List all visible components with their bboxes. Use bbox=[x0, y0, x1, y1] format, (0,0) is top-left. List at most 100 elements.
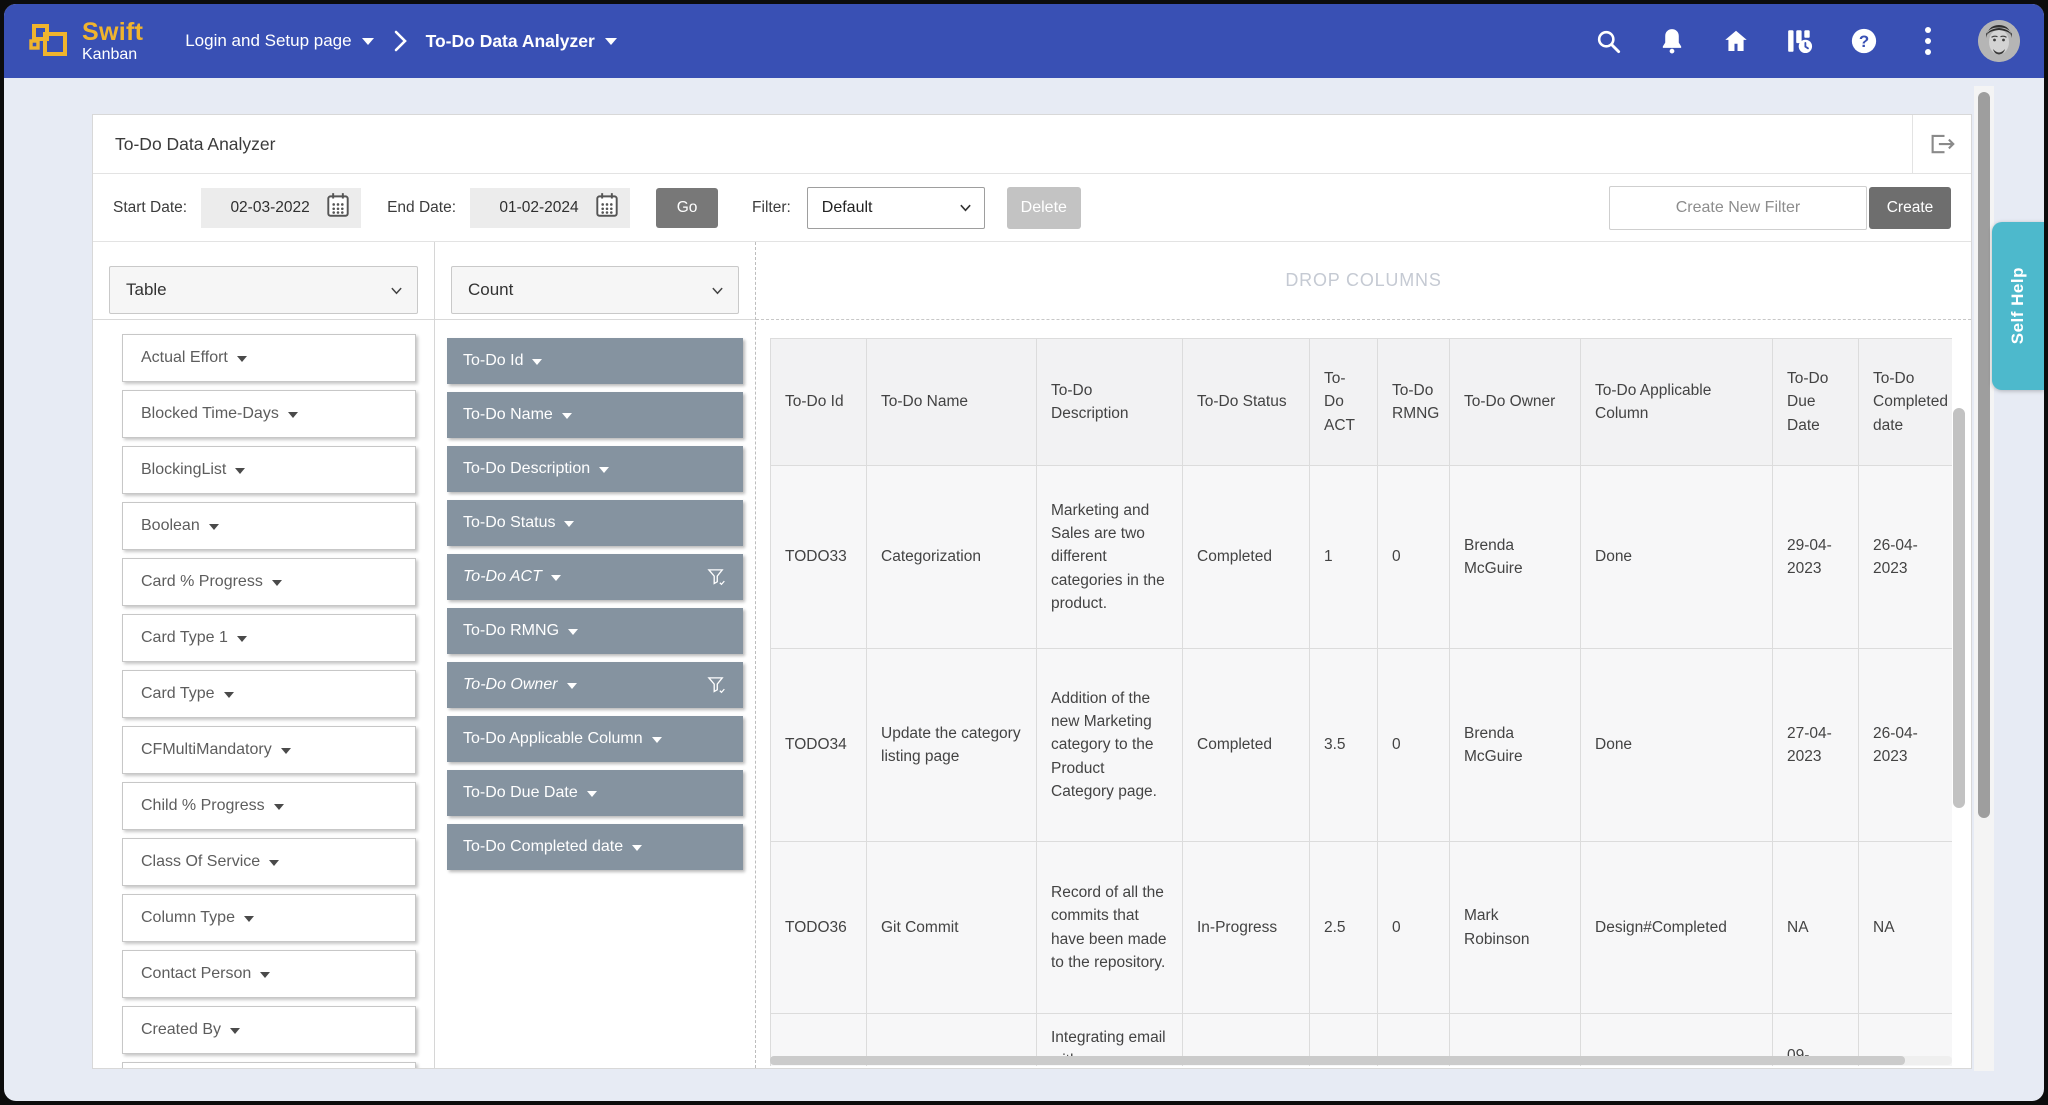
column-chip-todo-name[interactable]: To-Do Name bbox=[447, 392, 743, 438]
field-chip-blocked-time-days[interactable]: Blocked Time-Days bbox=[122, 390, 416, 438]
field-chip-card-type[interactable]: Card Type bbox=[122, 670, 416, 718]
cell-todo-applicable-column: Done bbox=[1580, 465, 1773, 649]
field-chip-card-type-1[interactable]: Card Type 1 bbox=[122, 614, 416, 662]
breadcrumb-item-todo-data-analyzer[interactable]: To-Do Data Analyzer bbox=[426, 31, 617, 52]
chevron-down-icon bbox=[235, 468, 246, 474]
calendar-icon[interactable] bbox=[325, 191, 351, 224]
self-help-tab[interactable]: Self Help bbox=[1992, 222, 2044, 390]
chevron-down-icon bbox=[271, 580, 282, 586]
chevron-down-icon bbox=[561, 413, 572, 419]
column-chip-todo-act[interactable]: To-Do ACT bbox=[447, 554, 743, 600]
create-filter-button[interactable]: Create bbox=[1869, 186, 1951, 229]
field-list: Actual Effort Blocked Time-Days Blocking… bbox=[93, 320, 434, 1068]
aggregation-select[interactable]: Count bbox=[451, 266, 739, 314]
end-date-input[interactable]: 01-02-2024 bbox=[470, 187, 631, 228]
breadcrumb-item-login-setup[interactable]: Login and Setup page bbox=[185, 31, 374, 51]
column-header: To-Do ACT bbox=[1309, 338, 1378, 466]
start-date-label: Start Date: bbox=[113, 198, 188, 216]
chevron-down-icon bbox=[273, 804, 284, 810]
top-navigation-bar: Swift Kanban Login and Setup page To-Do … bbox=[4, 4, 2044, 78]
chevron-down-icon bbox=[550, 575, 561, 581]
cell-todo-description: Marketing and Sales are two different ca… bbox=[1036, 465, 1183, 649]
field-chip-card-progress[interactable]: Card % Progress bbox=[122, 558, 416, 606]
column-chip-todo-id[interactable]: To-Do Id bbox=[447, 338, 743, 384]
cell-todo-completed-date: 26-04-2023 bbox=[1858, 648, 1952, 842]
table-vertical-scrollbar[interactable] bbox=[1953, 408, 1965, 838]
column-header: To-Do Description bbox=[1036, 338, 1183, 466]
cell-todo-applicable-column: Done bbox=[1580, 648, 1773, 842]
field-chip-column-type[interactable]: Column Type bbox=[122, 894, 416, 942]
chevron-down-icon bbox=[230, 1028, 241, 1034]
create-new-filter-input[interactable] bbox=[1609, 185, 1867, 230]
chevron-down-icon bbox=[604, 37, 617, 45]
field-chip-cfmultimandatory[interactable]: CFMultiMandatory bbox=[122, 726, 416, 774]
scrollbar-thumb[interactable] bbox=[1978, 92, 1990, 818]
cell-todo-applicable-column: Design#Completed bbox=[1580, 841, 1773, 1014]
cell-todo-rmng: 0 bbox=[1377, 648, 1450, 842]
column-chip-todo-owner[interactable]: To-Do Owner bbox=[447, 662, 743, 708]
analyzer-panel: To-Do Data Analyzer Start Date: 02-03-20… bbox=[92, 114, 1972, 1069]
swiftkanban-logo[interactable]: Swift Kanban bbox=[28, 17, 143, 66]
cell-todo-due-date: 27-04-2023 bbox=[1772, 648, 1859, 842]
column-header: To-Do Name bbox=[866, 338, 1037, 466]
board-timer-icon[interactable] bbox=[1786, 27, 1814, 55]
cell-todo-owner: Mark Robinson bbox=[1449, 841, 1581, 1014]
scrollbar-thumb[interactable] bbox=[1953, 408, 1965, 808]
column-chip-todo-applicable-column[interactable]: To-Do Applicable Column bbox=[447, 716, 743, 762]
cell-todo-name: Categorization bbox=[866, 465, 1037, 649]
cell-todo-id: TODO36 bbox=[770, 841, 867, 1014]
field-chip-class-of-service[interactable]: Class Of Service bbox=[122, 838, 416, 886]
field-chip-boolean[interactable]: Boolean bbox=[122, 502, 416, 550]
analyzer-body: Table Actual Effort Blocked Time-Days Bl… bbox=[93, 242, 1971, 1068]
field-chip-partial[interactable] bbox=[122, 1062, 416, 1068]
chevron-down-icon bbox=[599, 467, 610, 473]
chevron-down-icon bbox=[564, 521, 575, 527]
drop-columns-zone[interactable]: DROP COLUMNS bbox=[756, 242, 1971, 320]
chevron-down-icon bbox=[243, 916, 254, 922]
column-chip-todo-rmng[interactable]: To-Do RMNG bbox=[447, 608, 743, 654]
page-vertical-scrollbar[interactable] bbox=[1974, 86, 1994, 1071]
logo-text-kanban: Kanban bbox=[82, 45, 138, 63]
column-chip-todo-due-date[interactable]: To-Do Due Date bbox=[447, 770, 743, 816]
chevron-down-icon bbox=[532, 359, 543, 365]
breadcrumb: Login and Setup page To-Do Data Analyzer bbox=[185, 29, 617, 53]
calendar-icon[interactable] bbox=[594, 191, 620, 224]
more-kebab-icon[interactable] bbox=[1914, 27, 1942, 55]
field-chip-actual-effort[interactable]: Actual Effort bbox=[122, 334, 416, 382]
filter-funnel-icon[interactable] bbox=[706, 675, 727, 696]
field-library-column: Table Actual Effort Blocked Time-Days Bl… bbox=[93, 242, 435, 1068]
drop-columns-label: DROP COLUMNS bbox=[1285, 270, 1442, 290]
start-date-input[interactable]: 02-03-2022 bbox=[201, 187, 362, 228]
column-chip-todo-status[interactable]: To-Do Status bbox=[447, 500, 743, 546]
field-chip-created-by[interactable]: Created By bbox=[122, 1006, 416, 1054]
column-header: To-Do RMNG bbox=[1377, 338, 1450, 466]
user-avatar[interactable] bbox=[1978, 20, 2020, 62]
export-button[interactable] bbox=[1912, 115, 1971, 173]
column-chip-todo-completed-date[interactable]: To-Do Completed date bbox=[447, 824, 743, 870]
notifications-bell-icon[interactable] bbox=[1658, 27, 1686, 55]
delete-filter-button[interactable]: Delete bbox=[1006, 186, 1081, 229]
table-horizontal-scrollbar[interactable] bbox=[770, 1056, 1952, 1065]
column-chip-todo-description[interactable]: To-Do Description bbox=[447, 446, 743, 492]
help-icon[interactable]: ? bbox=[1850, 27, 1878, 55]
chevron-down-icon bbox=[208, 524, 219, 530]
view-selector-head: Table bbox=[93, 242, 434, 320]
search-icon[interactable] bbox=[1594, 27, 1622, 55]
field-chip-contact-person[interactable]: Contact Person bbox=[122, 950, 416, 998]
go-button[interactable]: Go bbox=[656, 187, 719, 228]
filter-funnel-icon[interactable] bbox=[706, 567, 727, 588]
cell-todo-status: Completed bbox=[1182, 648, 1310, 842]
scrollbar-thumb[interactable] bbox=[770, 1056, 1905, 1065]
home-icon[interactable] bbox=[1722, 27, 1750, 55]
chevron-down-icon bbox=[568, 629, 579, 635]
cell-todo-description: Addition of the new Marketing category t… bbox=[1036, 648, 1183, 842]
chevron-down-icon bbox=[280, 748, 291, 754]
field-chip-child-progress[interactable]: Child % Progress bbox=[122, 782, 416, 830]
cell-todo-act: 1 bbox=[1309, 465, 1378, 649]
field-chip-blockinglist[interactable]: BlockingList bbox=[122, 446, 416, 494]
cell-todo-description: Record of all the commits that have been… bbox=[1036, 841, 1183, 1014]
view-type-select[interactable]: Table bbox=[109, 266, 418, 314]
filter-select[interactable]: Default bbox=[806, 186, 985, 229]
topbar-actions: ? bbox=[1594, 20, 2020, 62]
selected-columns-column: Count To-Do Id To-Do Name To-Do Descript… bbox=[435, 242, 755, 1068]
